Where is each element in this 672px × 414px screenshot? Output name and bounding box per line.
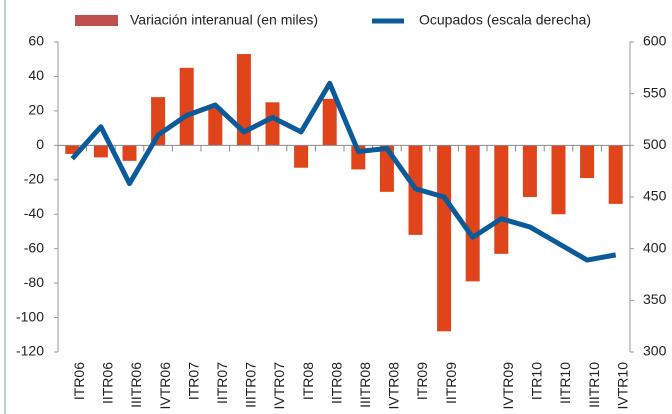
x-tick-label: IVTR07 <box>271 362 287 410</box>
y-tick-label: -20 <box>24 170 44 186</box>
bar <box>122 145 137 161</box>
bar <box>294 145 309 168</box>
y-tick-label: -80 <box>24 274 44 290</box>
y-tick-label: -40 <box>24 205 44 221</box>
x-tick-label: IITR06 <box>100 362 116 404</box>
x-tick-label: IITR09 <box>443 362 459 404</box>
legend-label: Variación interanual (en miles) <box>130 12 318 28</box>
bar <box>208 107 223 146</box>
bar <box>522 145 537 197</box>
x-tick-label: ITR09 <box>414 362 430 400</box>
x-tick-label: IIITR06 <box>128 362 144 408</box>
y-tick-label: -60 <box>24 239 44 255</box>
x-tick-label: ITR10 <box>529 362 545 400</box>
bar <box>437 145 452 332</box>
y2-tick-label: 600 <box>643 33 667 49</box>
x-tick-label: IIITR08 <box>357 362 373 408</box>
y-tick-label: 20 <box>28 102 44 118</box>
bar <box>608 145 623 204</box>
y-tick-label: -120 <box>16 343 44 359</box>
bar <box>265 102 280 146</box>
bar <box>322 98 337 146</box>
bar <box>494 145 509 254</box>
bar <box>65 145 80 154</box>
bar <box>236 54 251 146</box>
line <box>70 80 617 263</box>
x-tick-label: ITR07 <box>185 362 201 400</box>
bar <box>465 145 480 282</box>
y2-tick-label: 300 <box>643 343 667 359</box>
y2-tick-label: 550 <box>643 84 667 100</box>
x-tick-label: IVTR08 <box>386 362 402 410</box>
legend-swatch <box>75 15 118 26</box>
y-tick-label: -100 <box>16 308 44 324</box>
bar <box>93 145 108 158</box>
legend-label: Ocupados (escala derecha) <box>419 12 591 28</box>
x-tick-label: IVTR09 <box>500 362 516 410</box>
y2-tick-label: 400 <box>643 239 667 255</box>
y-tick-label: 60 <box>28 33 44 49</box>
x-tick-label: IITR08 <box>328 362 344 404</box>
x-tick-label: IIITR07 <box>243 362 259 408</box>
y2-tick-label: 500 <box>643 136 667 152</box>
x-tick-label: IIITR10 <box>586 362 602 408</box>
x-tick-label: IVTR06 <box>157 362 173 410</box>
y-tick-label: 0 <box>36 136 44 152</box>
y-tick-label: 40 <box>28 67 44 83</box>
bar <box>179 67 194 146</box>
x-tick-label: IITR07 <box>214 362 230 404</box>
x-tick-label: ITR08 <box>300 362 316 400</box>
x-tick-label: IVTR10 <box>614 362 630 410</box>
bar <box>551 145 566 215</box>
x-tick-label: ITR06 <box>71 362 87 400</box>
x-tick-label: IITR10 <box>557 362 573 404</box>
y2-tick-label: 350 <box>643 291 667 307</box>
bar <box>580 145 595 179</box>
y2-tick-label: 450 <box>643 188 667 204</box>
